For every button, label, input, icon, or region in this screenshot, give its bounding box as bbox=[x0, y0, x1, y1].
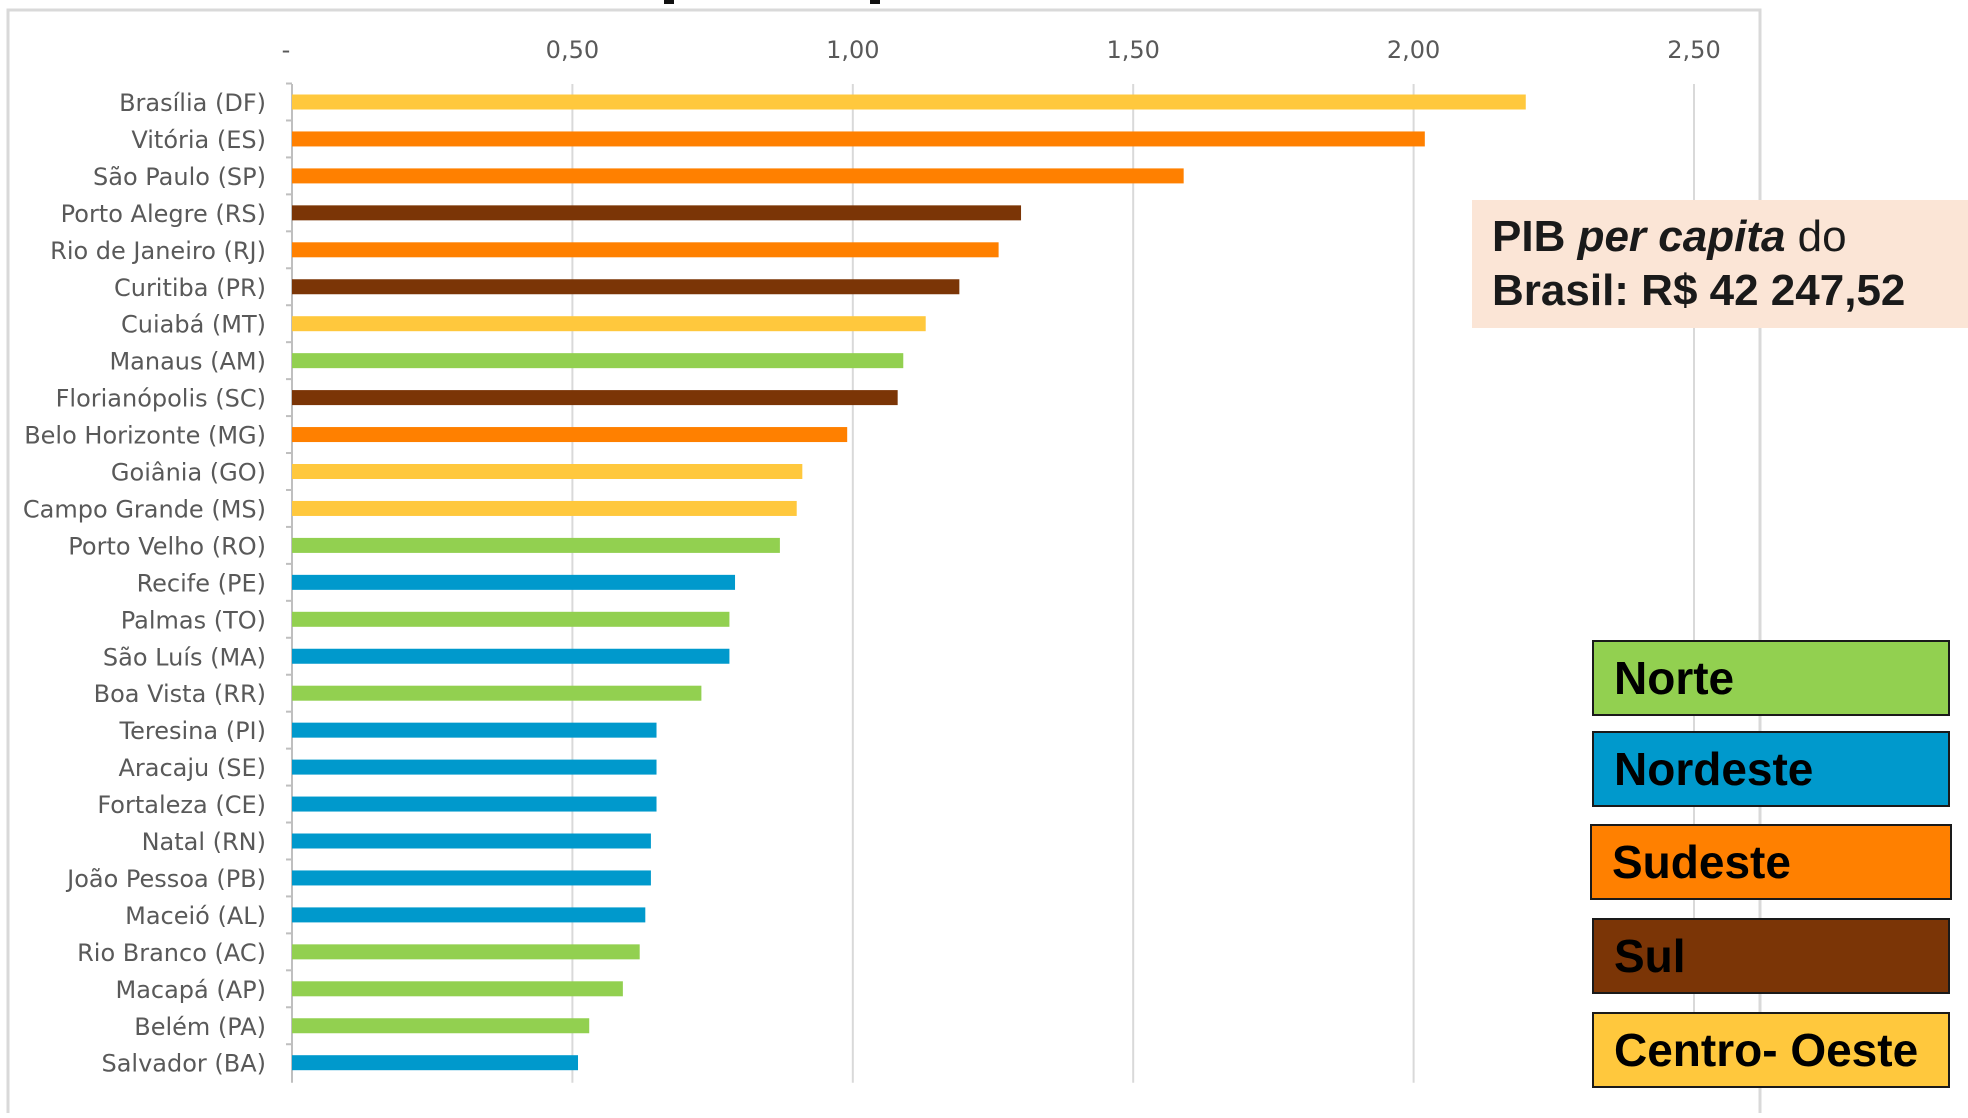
category-label: Belém (PA) bbox=[134, 1013, 266, 1041]
bar bbox=[292, 759, 657, 775]
category-label: Aracaju (SE) bbox=[118, 754, 266, 782]
category-label: São Paulo (SP) bbox=[93, 163, 266, 191]
bar bbox=[292, 1055, 579, 1071]
legend-item: Centro- Oeste bbox=[1592, 1012, 1950, 1088]
x-tick-label: 2,00 bbox=[1387, 36, 1440, 64]
category-label: Teresina (PI) bbox=[119, 717, 266, 745]
annotation-lead: PIB bbox=[1492, 212, 1578, 261]
category-label: Fortaleza (CE) bbox=[97, 791, 266, 819]
x-tick-label: 1,50 bbox=[1106, 36, 1159, 64]
category-label: Boa Vista (RR) bbox=[94, 680, 266, 708]
bar bbox=[292, 981, 623, 997]
bar bbox=[292, 537, 780, 553]
x-tick-label: - bbox=[282, 36, 291, 64]
bar bbox=[292, 1018, 590, 1034]
category-label: Rio de Janeiro (RJ) bbox=[50, 237, 266, 265]
pib-annotation: PIB per capita do Brasil: R$ 42 247,52 bbox=[1472, 200, 1968, 328]
bar bbox=[292, 796, 657, 812]
category-label: Belo Horizonte (MG) bbox=[24, 422, 266, 450]
bar bbox=[292, 353, 904, 369]
bar bbox=[292, 648, 730, 664]
category-label: Campo Grande (MS) bbox=[23, 495, 266, 523]
plot-border bbox=[6, 8, 1762, 1118]
category-label: Cuiabá (MT) bbox=[121, 311, 266, 339]
category-label: Curitiba (PR) bbox=[114, 274, 266, 302]
annotation-line-2: Brasil: R$ 42 247,52 bbox=[1492, 266, 1906, 315]
annotation-line-1: PIB per capita do bbox=[1492, 210, 1968, 264]
bar bbox=[292, 944, 640, 960]
category-label: Vitória (ES) bbox=[131, 126, 266, 154]
legend-item: Sul bbox=[1592, 918, 1950, 994]
bar bbox=[292, 611, 730, 627]
category-label: Salvador (BA) bbox=[101, 1050, 266, 1078]
category-label: Rio Branco (AC) bbox=[77, 939, 266, 967]
category-label: Porto Alegre (RS) bbox=[61, 200, 266, 228]
category-label: Maceió (AL) bbox=[125, 902, 266, 930]
bar bbox=[292, 279, 960, 295]
bar bbox=[292, 870, 651, 886]
annotation-tail: do bbox=[1785, 212, 1847, 261]
bar bbox=[292, 205, 1022, 221]
bar bbox=[292, 242, 999, 258]
bar bbox=[292, 500, 797, 516]
bar bbox=[292, 574, 736, 590]
category-label: São Luís (MA) bbox=[103, 643, 266, 671]
bar bbox=[292, 722, 657, 738]
category-labels: Brasília (DF) Vitória (ES) São Paulo (SP) P… bbox=[23, 89, 266, 1078]
x-tick-label: 0,50 bbox=[546, 36, 599, 64]
bar bbox=[292, 427, 848, 443]
title-fragment-left bbox=[664, 0, 674, 4]
legend-item: Sudeste bbox=[1590, 824, 1952, 900]
bar bbox=[292, 131, 1425, 147]
category-label: Macapá (AP) bbox=[115, 976, 266, 1004]
bar bbox=[292, 390, 898, 406]
annotation-italic: per capita bbox=[1577, 212, 1786, 261]
bar bbox=[292, 316, 926, 332]
bar bbox=[292, 168, 1184, 184]
bar bbox=[292, 907, 646, 923]
title-fragment-right bbox=[870, 0, 880, 4]
category-label: João Pessoa (PB) bbox=[65, 865, 266, 893]
category-label: Natal (RN) bbox=[142, 828, 266, 856]
bar bbox=[292, 685, 702, 701]
category-label: Florianópolis (SC) bbox=[56, 385, 266, 413]
bars bbox=[292, 94, 1526, 1071]
category-label: Manaus (AM) bbox=[109, 348, 266, 376]
category-label: Porto Velho (RO) bbox=[68, 532, 266, 560]
bar bbox=[292, 94, 1526, 110]
x-tick-label: 2,50 bbox=[1667, 36, 1720, 64]
x-tick-labels: - 0,50 1,00 1,50 2,00 2,50 bbox=[282, 36, 1721, 64]
category-label: Brasília (DF) bbox=[119, 89, 266, 117]
category-label: Palmas (TO) bbox=[121, 606, 266, 634]
legend-item: Norte bbox=[1592, 640, 1950, 716]
legend-item: Nordeste bbox=[1592, 731, 1950, 807]
bar bbox=[292, 833, 651, 849]
x-tick-label: 1,00 bbox=[826, 36, 879, 64]
category-label: Recife (PE) bbox=[137, 569, 266, 597]
bar bbox=[292, 464, 803, 479]
category-label: Goiânia (GO) bbox=[111, 459, 266, 487]
